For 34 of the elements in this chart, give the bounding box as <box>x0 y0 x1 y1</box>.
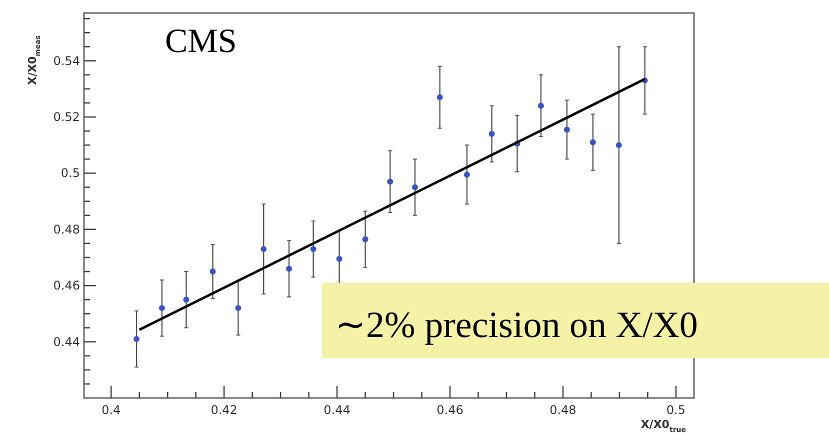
point <box>436 94 443 100</box>
point <box>158 305 165 312</box>
point <box>616 142 622 148</box>
point <box>210 268 216 275</box>
y-tick-label: 0.52 <box>53 110 80 124</box>
y-tick-label: 0.5 <box>60 166 80 180</box>
point <box>412 184 418 190</box>
point <box>387 178 394 185</box>
y-tick-label: 0.54 <box>53 54 80 68</box>
x-tick-label: 0.44 <box>324 403 350 417</box>
y-tick-label: 0.44 <box>53 334 80 349</box>
point <box>464 172 470 178</box>
point <box>286 266 292 272</box>
point <box>336 256 342 262</box>
annotation: ∼2% precision on X/X0 <box>335 305 698 346</box>
y-tick-label: 0.48 <box>53 222 80 236</box>
x-tick-label: 0.46 <box>436 403 464 417</box>
y-tick-label: 0.46 <box>53 278 80 293</box>
x-tick-label: 0.48 <box>550 403 576 417</box>
point <box>260 246 267 252</box>
point <box>590 139 596 146</box>
x-tick-label: 0.5 <box>666 403 686 417</box>
point <box>564 126 570 133</box>
point <box>538 102 544 109</box>
point <box>134 336 140 342</box>
point <box>310 246 316 252</box>
point <box>183 296 190 303</box>
point <box>235 305 242 312</box>
point <box>362 236 368 242</box>
point <box>488 130 495 137</box>
x-axis-title: X/X0$_{true}$ <box>640 418 686 434</box>
x-tick-label: 0.42 <box>210 403 238 417</box>
x-tick-label: 0.4 <box>102 403 121 417</box>
annotation: CMS <box>165 23 237 60</box>
